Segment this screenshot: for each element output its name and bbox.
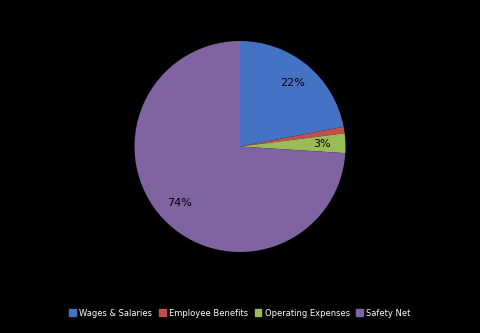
Text: 74%: 74%	[168, 198, 192, 208]
Wedge shape	[240, 133, 346, 153]
Text: 3%: 3%	[313, 139, 331, 149]
Legend: Wages & Salaries, Employee Benefits, Operating Expenses, Safety Net: Wages & Salaries, Employee Benefits, Ope…	[66, 305, 414, 321]
Wedge shape	[240, 41, 344, 147]
Text: 22%: 22%	[280, 78, 305, 88]
Wedge shape	[240, 127, 345, 147]
Wedge shape	[134, 41, 345, 252]
